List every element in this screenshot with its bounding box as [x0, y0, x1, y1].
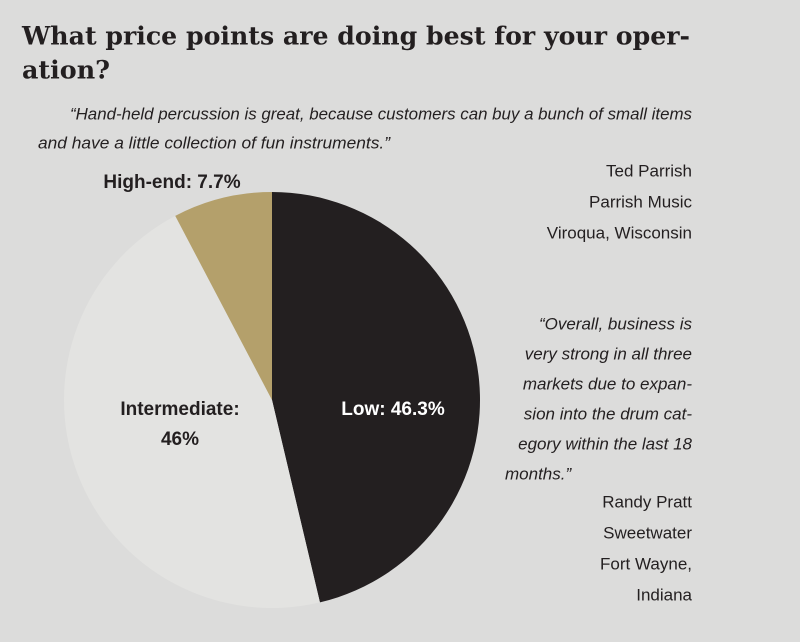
- chart-title: What price points are doing best for you…: [21, 22, 690, 51]
- quote-text: very strong in all three: [525, 344, 692, 363]
- chart-title: ation?: [22, 56, 110, 85]
- pie-slice: [64, 215, 320, 608]
- quote-text: “Hand-held percussion is great, because …: [70, 104, 692, 123]
- quote-source: Fort Wayne,: [600, 554, 692, 573]
- data-label: 46%: [161, 429, 199, 450]
- quote-text: “Overall, business is: [539, 314, 693, 333]
- quote-text: months.”: [505, 464, 572, 483]
- quote-source: Sweetwater: [603, 523, 692, 542]
- quote-source: Indiana: [636, 585, 692, 604]
- quote-source: Viroqua, Wisconsin: [547, 223, 692, 242]
- pie-slice: [272, 192, 480, 603]
- pie-slice: [175, 192, 272, 400]
- quote-source: Randy Pratt: [602, 492, 692, 511]
- quote-source: Ted Parrish: [606, 161, 692, 180]
- data-label: High-end: 7.7%: [103, 172, 240, 193]
- quote-source: Parrish Music: [589, 192, 692, 211]
- quote-text: sion into the drum cat-: [524, 404, 693, 423]
- quote-text: egory within the last 18: [518, 434, 692, 453]
- data-label: Low: 46.3%: [341, 399, 445, 420]
- quote-text: and have a little collection of fun inst…: [38, 133, 391, 152]
- data-label: Intermediate:: [120, 399, 239, 420]
- quote-text: markets due to expan-: [523, 374, 692, 393]
